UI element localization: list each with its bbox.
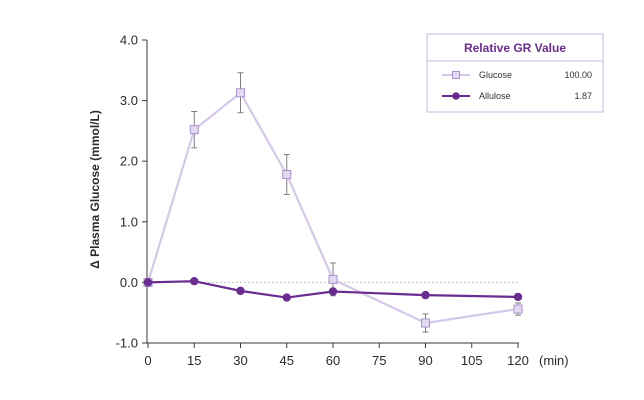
- data-point-glucose: [513, 304, 523, 314]
- series-allulose: [143, 276, 523, 302]
- data-point-glucose: [421, 318, 430, 328]
- axes: -1.0 0.0 1.0 2.0 3.0 4.0 0 15 30 45 60 75 90 105 120 (m…: [88, 33, 569, 369]
- data-point-allulose: [190, 276, 199, 286]
- x-tick-label: 75: [372, 353, 386, 368]
- y-tick-label: 4.0: [120, 33, 138, 48]
- x-tick-label: 30: [233, 353, 247, 368]
- data-point-allulose: [513, 292, 523, 302]
- legend-glucose-marker: [452, 71, 460, 79]
- y-tick-label: 1.0: [120, 214, 138, 229]
- legend-glucose-value: 100.00: [564, 70, 592, 80]
- x-tick-label: 60: [326, 353, 340, 368]
- x-tick-label: 90: [418, 353, 432, 368]
- data-point-glucose: [236, 88, 245, 98]
- x-tick-label: 120: [507, 353, 529, 368]
- x-tick-label: 15: [187, 353, 201, 368]
- data-point-allulose: [282, 293, 291, 302]
- data-point-allulose: [236, 286, 245, 296]
- x-tick-label: 105: [461, 353, 483, 368]
- data-point-glucose: [189, 125, 199, 135]
- x-unit-label: (min): [539, 353, 569, 368]
- legend-allulose-marker: [452, 92, 460, 100]
- x-tick-label: 0: [144, 353, 151, 368]
- x-tick-label: 45: [280, 353, 294, 368]
- legend: Relative GR Value Glucose 100.00 Allulos…: [426, 33, 604, 113]
- data-point-glucose: [282, 170, 292, 180]
- data-point-allulose: [421, 290, 430, 300]
- legend-glucose-label: Glucose: [479, 70, 512, 80]
- series-layer: [143, 72, 523, 333]
- legend-title: Relative GR Value: [464, 41, 566, 55]
- y-tick-label: 3.0: [120, 93, 138, 108]
- y-axis-title: Δ Plasma Glucose (mmol/L): [88, 110, 102, 269]
- y-tick-label: -1.0: [116, 336, 138, 351]
- data-point-allulose: [328, 287, 338, 296]
- data-point-allulose: [143, 278, 153, 287]
- y-tick-label: 0.0: [120, 275, 138, 290]
- data-point-glucose: [328, 274, 338, 284]
- y-tick-label: 2.0: [120, 154, 138, 169]
- legend-allulose-label: Allulose: [479, 91, 511, 101]
- legend-allulose-value: 1.87: [574, 91, 592, 101]
